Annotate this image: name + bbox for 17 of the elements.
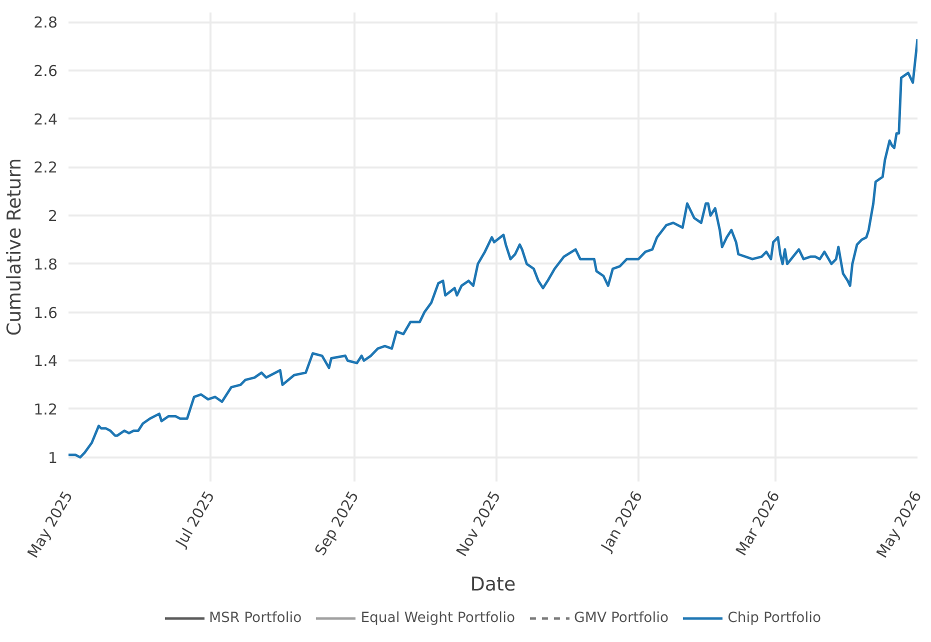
y-tick-label: 1.2	[34, 400, 58, 418]
y-tick-label: 2	[48, 207, 58, 226]
y-tick-label: 2.2	[34, 158, 58, 177]
y-tick-label: 1.8	[34, 255, 58, 274]
y-tick-label: 1.6	[34, 304, 58, 322]
legend-label: Equal Weight Portfolio	[360, 610, 516, 626]
legend-label: GMV Portfolio	[574, 610, 669, 626]
y-tick-label: 2.8	[34, 14, 58, 32]
y-axis-title: Cumulative Return	[4, 158, 26, 336]
line-series	[68, 38, 918, 459]
x-axis-title: Date	[470, 574, 516, 596]
legend-label: MSR Portfolio	[208, 610, 302, 626]
y-tick-label: 2.6	[34, 62, 58, 80]
legend-label: Chip Portfolio	[728, 610, 822, 626]
y-tick-label: 1	[48, 448, 58, 467]
y-tick-label: 1.4	[34, 352, 58, 370]
y-tick-label: 2.4	[34, 110, 58, 128]
